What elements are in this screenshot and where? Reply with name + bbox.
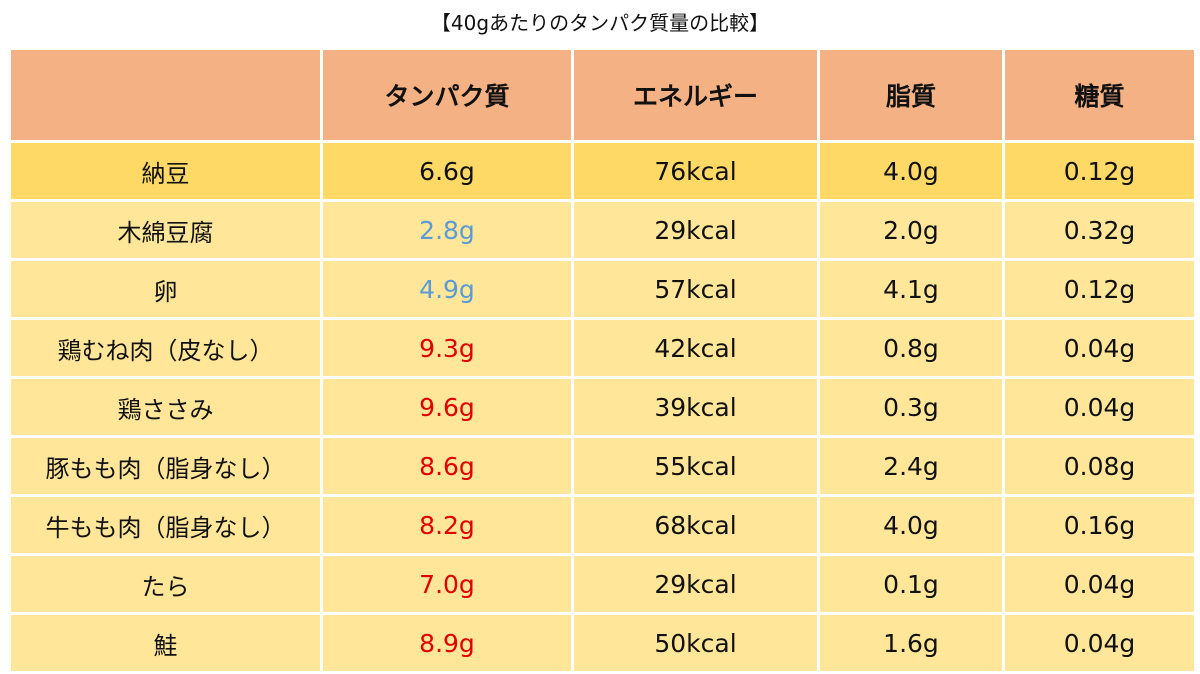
table-row: 鶏むね肉（皮なし） 9.3g 42kcal 0.8g 0.04g [11, 320, 1194, 376]
protein-cell: 9.3g [323, 320, 571, 376]
protein-cell: 6.6g [323, 143, 571, 199]
food-name-cell: 牛もも肉（脂身なし） [11, 497, 320, 553]
header-cell-sugar: 糖質 [1005, 50, 1194, 140]
food-name-cell: 鶏ささみ [11, 379, 320, 435]
table-row: 鶏ささみ 9.6g 39kcal 0.3g 0.04g [11, 379, 1194, 435]
food-name-cell: 納豆 [11, 143, 320, 199]
protein-cell: 2.8g [323, 202, 571, 258]
sugar-cell: 0.04g [1005, 556, 1194, 612]
protein-cell: 8.6g [323, 438, 571, 494]
table-row: 牛もも肉（脂身なし） 8.2g 68kcal 4.0g 0.16g [11, 497, 1194, 553]
food-name-cell: 鶏むね肉（皮なし） [11, 320, 320, 376]
table-body: 納豆 6.6g 76kcal 4.0g 0.12g 木綿豆腐 2.8g 29kcal 2.0g 0… [11, 143, 1194, 671]
protein-cell: 8.9g [323, 615, 571, 671]
fat-cell: 2.4g [820, 438, 1002, 494]
fat-cell: 4.0g [820, 497, 1002, 553]
sugar-cell: 0.04g [1005, 379, 1194, 435]
fat-cell: 0.1g [820, 556, 1002, 612]
protein-cell: 7.0g [323, 556, 571, 612]
energy-cell: 55kcal [574, 438, 817, 494]
energy-cell: 57kcal [574, 261, 817, 317]
table-row: 豚もも肉（脂身なし） 8.6g 55kcal 2.4g 0.08g [11, 438, 1194, 494]
fat-cell: 0.8g [820, 320, 1002, 376]
energy-cell: 42kcal [574, 320, 817, 376]
header-row: タンパク質 エネルギー 脂質 糖質 [11, 50, 1194, 140]
header-cell-protein: タンパク質 [323, 50, 571, 140]
sugar-cell: 0.32g [1005, 202, 1194, 258]
sugar-cell: 0.12g [1005, 261, 1194, 317]
food-name-cell: 木綿豆腐 [11, 202, 320, 258]
header-cell-food [11, 50, 320, 140]
food-name-cell: たら [11, 556, 320, 612]
sugar-cell: 0.08g [1005, 438, 1194, 494]
energy-cell: 39kcal [574, 379, 817, 435]
table-row: 木綿豆腐 2.8g 29kcal 2.0g 0.32g [11, 202, 1194, 258]
header-cell-fat: 脂質 [820, 50, 1002, 140]
protein-cell: 9.6g [323, 379, 571, 435]
fat-cell: 1.6g [820, 615, 1002, 671]
table-row: 納豆 6.6g 76kcal 4.0g 0.12g [11, 143, 1194, 199]
energy-cell: 76kcal [574, 143, 817, 199]
fat-cell: 2.0g [820, 202, 1002, 258]
protein-cell: 4.9g [323, 261, 571, 317]
table-row: 卵 4.9g 57kcal 4.1g 0.12g [11, 261, 1194, 317]
energy-cell: 68kcal [574, 497, 817, 553]
food-name-cell: 卵 [11, 261, 320, 317]
fat-cell: 0.3g [820, 379, 1002, 435]
food-name-cell: 鮭 [11, 615, 320, 671]
table-row: 鮭 8.9g 50kcal 1.6g 0.04g [11, 615, 1194, 671]
fat-cell: 4.0g [820, 143, 1002, 199]
fat-cell: 4.1g [820, 261, 1002, 317]
energy-cell: 29kcal [574, 202, 817, 258]
sugar-cell: 0.16g [1005, 497, 1194, 553]
header-cell-energy: エネルギー [574, 50, 817, 140]
sugar-cell: 0.04g [1005, 615, 1194, 671]
energy-cell: 50kcal [574, 615, 817, 671]
protein-cell: 8.2g [323, 497, 571, 553]
table-title: 【40gあたりのタンパク質量の比較】 [430, 11, 770, 35]
table-row: たら 7.0g 29kcal 0.1g 0.04g [11, 556, 1194, 612]
energy-cell: 29kcal [574, 556, 817, 612]
nutrition-comparison-table: タンパク質 エネルギー 脂質 糖質 納豆 6.6g 76kcal 4.0g 0.12g 木… [8, 47, 1197, 674]
food-name-cell: 豚もも肉（脂身なし） [11, 438, 320, 494]
sugar-cell: 0.12g [1005, 143, 1194, 199]
sugar-cell: 0.04g [1005, 320, 1194, 376]
